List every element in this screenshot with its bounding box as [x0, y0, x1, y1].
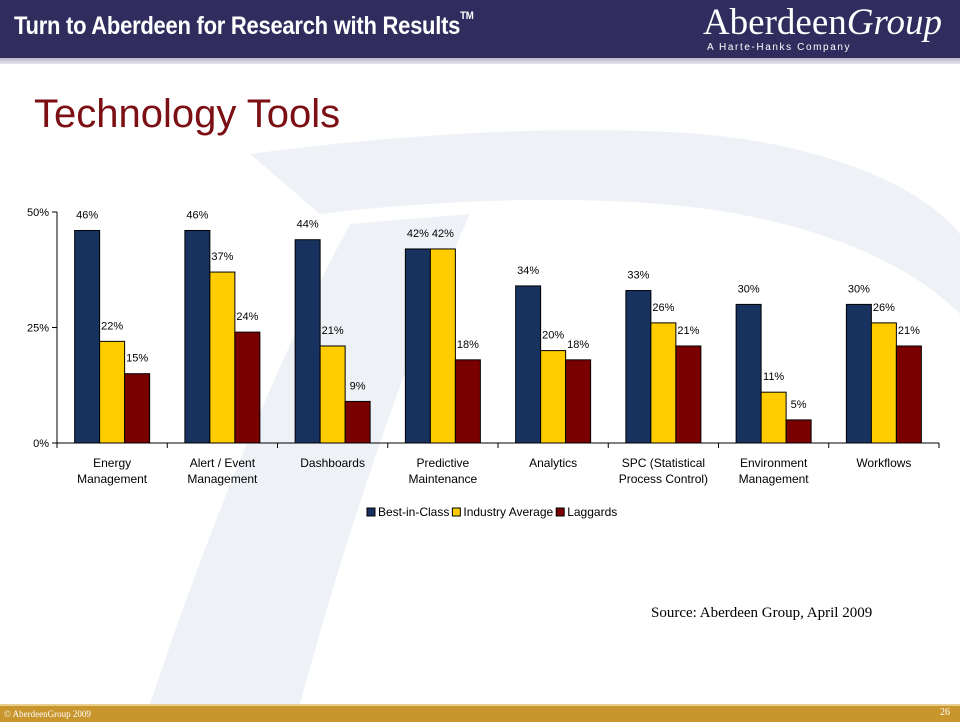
bar — [675, 345, 702, 444]
data-label: 26% — [652, 302, 674, 314]
x-tick-label: Analytics — [529, 456, 577, 470]
y-tick-label: 0% — [33, 438, 49, 450]
legend-label: Laggards — [567, 505, 617, 519]
bar — [565, 359, 592, 444]
copyright-text: © AberdeenGroup 2009 — [4, 709, 91, 719]
legend-swatch — [366, 507, 376, 517]
page-number: 26 — [940, 707, 950, 718]
x-tick-label: Workflows — [856, 456, 911, 470]
data-label: 11% — [763, 371, 784, 383]
bar — [429, 248, 456, 444]
logo-wordmark: AberdeenGroup — [703, 4, 942, 42]
trademark-mark: TM — [460, 10, 474, 22]
x-tick-label: Energy — [93, 456, 131, 470]
slide-header: Turn to Aberdeen for Research with Resul… — [0, 0, 960, 58]
x-tick-label: Predictive — [417, 456, 470, 470]
bar — [540, 350, 567, 444]
header-divider — [0, 58, 960, 64]
logo-subtitle: A Harte-Hanks Company — [706, 42, 852, 53]
x-tick-label: Environment — [740, 456, 808, 470]
data-label: 24% — [236, 311, 258, 323]
y-tick-label: 50% — [27, 207, 49, 219]
data-label: 37% — [211, 251, 233, 263]
bar — [344, 400, 371, 444]
bar — [870, 322, 897, 444]
data-label: 46% — [186, 209, 208, 221]
page-title: Technology Tools — [34, 92, 341, 136]
data-label: 21% — [898, 325, 920, 337]
bar — [515, 285, 542, 444]
aberdeen-logo: AberdeenGroup A Harte-Hanks Company — [703, 4, 942, 54]
data-label: 18% — [457, 339, 479, 351]
data-label: 30% — [738, 283, 760, 295]
data-label: 33% — [627, 270, 649, 282]
bar — [319, 345, 346, 444]
source-note: Source: Aberdeen Group, April 2009 — [651, 605, 873, 621]
legend-swatch — [451, 507, 461, 517]
bar — [184, 229, 211, 444]
bar — [625, 290, 652, 444]
bar — [234, 331, 261, 444]
logo-word-group: Group — [846, 2, 942, 43]
bar — [404, 248, 431, 444]
tagline-text: Turn to Aberdeen for Research with Resul… — [14, 12, 461, 40]
data-label: 30% — [848, 283, 870, 295]
x-tick-label: Management — [77, 472, 148, 486]
x-tick-label: Dashboards — [300, 456, 365, 470]
data-label: 21% — [322, 325, 344, 337]
bar — [294, 239, 321, 444]
bar — [845, 303, 872, 444]
logo-word-aberdeen: Aberdeen — [702, 2, 847, 43]
data-label: 20% — [542, 330, 564, 342]
bar — [74, 229, 101, 444]
x-tick-label: SPC (Statistical — [622, 456, 705, 470]
y-tick-label: 25% — [27, 323, 49, 335]
data-label: 5% — [791, 399, 807, 411]
bar — [99, 340, 126, 444]
bar — [785, 419, 812, 444]
legend-swatch — [555, 507, 565, 517]
data-label: 42% — [432, 228, 454, 240]
data-label: 44% — [297, 219, 319, 231]
data-label: 15% — [126, 353, 148, 365]
bar — [760, 391, 787, 444]
bar — [124, 373, 151, 444]
legend-label: Best-in-Class — [378, 505, 449, 519]
x-tick-label: Maintenance — [409, 472, 478, 486]
data-label: 18% — [567, 339, 589, 351]
data-label: 34% — [517, 265, 539, 277]
data-label: 42% — [407, 228, 429, 240]
data-label: 21% — [677, 325, 699, 337]
bar — [454, 359, 481, 444]
x-tick-label: Process Control) — [619, 472, 708, 486]
x-tick-label: Management — [739, 472, 810, 486]
data-label: 22% — [101, 320, 123, 332]
header-tagline: Turn to Aberdeen for Research with Resul… — [14, 10, 474, 41]
x-tick-label: Alert / Event — [190, 456, 256, 470]
bar — [209, 271, 236, 444]
legend-label: Industry Average — [463, 505, 553, 519]
bar — [895, 345, 922, 444]
bar — [650, 322, 677, 444]
bar — [735, 303, 762, 444]
x-tick-label: Management — [187, 472, 258, 486]
data-label: 46% — [76, 209, 98, 221]
slide-footer — [0, 704, 960, 722]
background-watermark-logo — [150, 130, 960, 704]
data-label: 9% — [350, 380, 366, 392]
data-label: 26% — [873, 302, 895, 314]
